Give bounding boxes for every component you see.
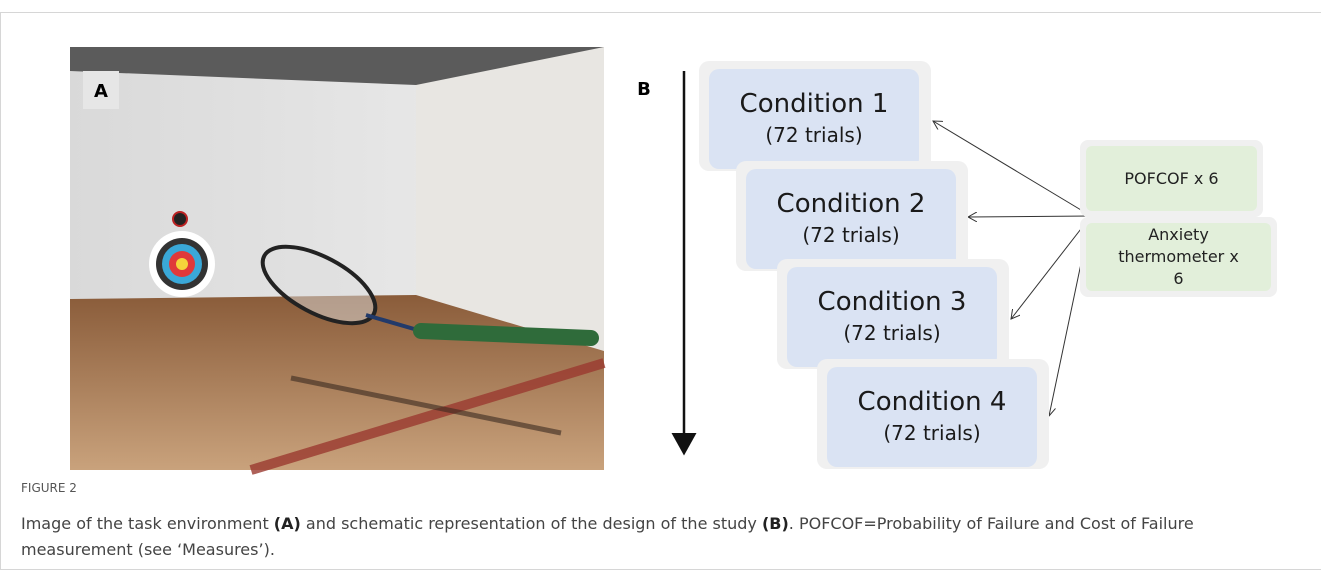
condition-box: Condition 2 (72 trials) <box>736 161 968 271</box>
condition-trials: (72 trials) <box>883 421 981 445</box>
condition-trials: (72 trials) <box>843 321 941 345</box>
condition-title: Condition 3 <box>817 287 967 317</box>
panel-label: B <box>637 79 651 100</box>
panel-a-image <box>70 47 606 475</box>
caption-text: . POFCOF=Probability of Failure and Cost… <box>21 514 1194 559</box>
condition-title: Condition 1 <box>739 89 889 119</box>
condition-box: Condition 4 (72 trials) <box>817 359 1049 469</box>
caption-label: FIGURE 2 <box>21 481 77 495</box>
measure-text: POFCOF x 6 <box>1086 146 1257 211</box>
caption: Image of the task environment (A) and sc… <box>21 511 1261 563</box>
condition-trials: (72 trials) <box>802 223 900 247</box>
measure-text: Anxiety thermometer x 6 <box>1086 223 1271 291</box>
condition-box: Condition 1 (72 trials) <box>699 61 931 171</box>
caption-bold: (A) <box>273 514 301 533</box>
caption-bold: (B) <box>761 514 789 533</box>
figure: A B Condition 1 (72 trials) Condition 2 (7… <box>0 12 1321 570</box>
condition-title: Condition 2 <box>776 189 926 219</box>
caption-text: and schematic representation of the desi… <box>300 514 762 533</box>
condition-trials: (72 trials) <box>765 123 863 147</box>
measure-box: Anxiety thermometer x 6 <box>1080 217 1277 297</box>
condition-box: Condition 3 (72 trials) <box>777 259 1009 369</box>
figure-art: A B <box>70 47 1092 475</box>
condition-title: Condition 4 <box>857 387 1007 417</box>
caption-text: Image of the task environment <box>21 514 274 533</box>
panel-label: A <box>94 81 108 102</box>
measure-box: POFCOF x 6 <box>1080 140 1263 217</box>
